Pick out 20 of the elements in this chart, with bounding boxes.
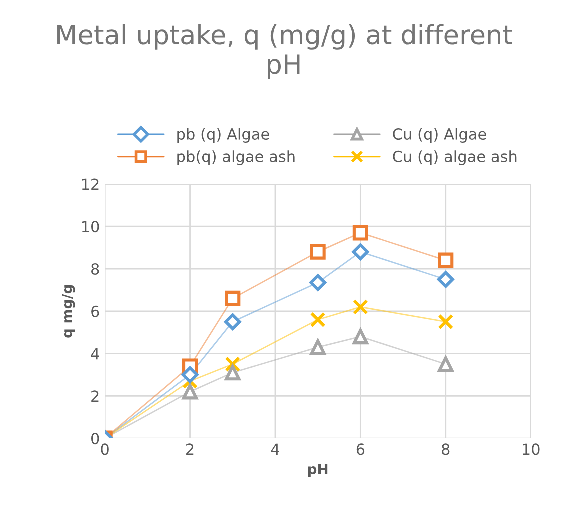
- legend-label: Cu (q) algae ash: [393, 150, 517, 166]
- x-tick-label: 2: [186, 444, 194, 456]
- x-axis-title: pH: [308, 464, 328, 478]
- y-tick-label: 10: [82, 221, 100, 233]
- legend-label: pb (q) Algae: [178, 128, 270, 143]
- y-tick-label: 12: [82, 178, 99, 190]
- chart-title: Metal uptake, q (mg/g) at different pH: [58, 24, 512, 80]
- legend-label: Cu (q) Algae: [393, 128, 486, 143]
- x-tick-label: 4: [271, 444, 280, 456]
- y-tick-label: 4: [91, 348, 100, 360]
- x-tick-label: 0: [101, 444, 109, 456]
- x-tick-label: 6: [356, 444, 365, 456]
- legend-label: pb(q) algae ash: [178, 150, 295, 166]
- y-tick-label: 6: [92, 306, 100, 318]
- x-tick-label: 10: [523, 444, 540, 456]
- x-tick-label: 8: [442, 444, 450, 456]
- y-tick-label: 8: [92, 263, 100, 276]
- y-axis-title: q mg/g: [62, 285, 76, 338]
- y-tick-label: 2: [92, 390, 99, 402]
- y-tick-label: 0: [92, 433, 100, 445]
